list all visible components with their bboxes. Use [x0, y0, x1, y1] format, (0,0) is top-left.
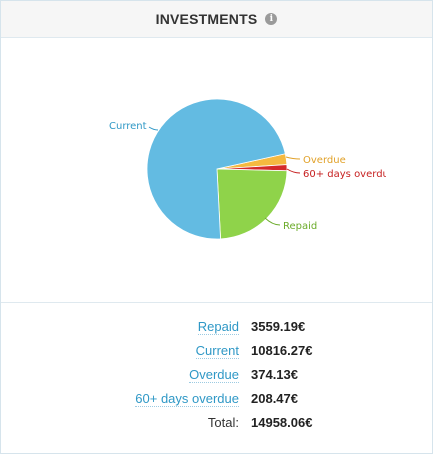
repaid-value: 3559.19€ [251, 319, 306, 334]
pie-chart-area: Current Overdue 60+ days overdue Repaid [1, 38, 432, 302]
summary-row-overdue: Overdue 374.13€ [1, 365, 432, 385]
pie-connector-overdue [285, 156, 301, 160]
current-link[interactable]: Current [195, 343, 239, 359]
pie-connector-repaid [264, 217, 281, 226]
pie-label-overdue: Overdue [303, 155, 346, 166]
info-icon[interactable]: i [265, 12, 278, 25]
sixty-days-overdue-value: 208.47€ [251, 391, 298, 406]
divider [1, 302, 432, 303]
pie-connector-current [148, 126, 159, 131]
total-label: Total: [207, 415, 239, 430]
sixty-days-overdue-link[interactable]: 60+ days overdue [135, 391, 239, 407]
overdue-link[interactable]: Overdue [189, 367, 239, 383]
summary-row-total: Total: 14958.06€ [1, 413, 432, 433]
summary-row-60-days-overdue: 60+ days overdue 208.47€ [1, 389, 432, 409]
current-value: 10816.27€ [251, 343, 313, 358]
widget-header: INVESTMENTS i [1, 1, 432, 38]
pie-slice-repaid[interactable] [216, 168, 288, 240]
pie-label-current: Current [109, 121, 147, 132]
widget-title: INVESTMENTS [155, 11, 258, 27]
pie-connector-60-days-overdue [286, 168, 301, 174]
summary-row-repaid: Repaid 3559.19€ [1, 317, 432, 337]
summary-row-current: Current 10816.27€ [1, 341, 432, 361]
repaid-link[interactable]: Repaid [197, 319, 239, 335]
pie-slice-current[interactable] [146, 98, 286, 240]
pie-label-60-days-overdue: 60+ days overdue [303, 169, 395, 180]
total-value: 14958.06€ [251, 415, 313, 430]
pie-label-repaid: Repaid [283, 221, 317, 232]
overdue-value: 374.13€ [251, 367, 298, 382]
pie-chart: Current Overdue 60+ days overdue Repaid [109, 98, 395, 240]
